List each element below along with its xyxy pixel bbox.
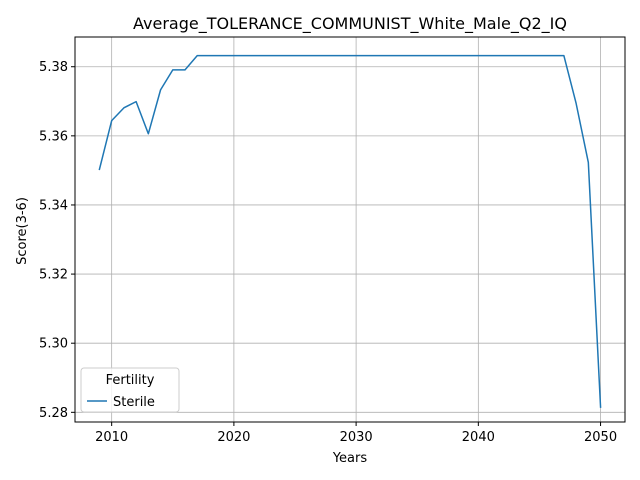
legend-label-sterile: Sterile: [113, 395, 155, 410]
x-tick-label: 2030: [340, 430, 373, 445]
y-tick-label: 5.30: [39, 337, 68, 352]
y-tick-label: 5.34: [39, 198, 68, 213]
y-tick-label: 5.32: [39, 268, 68, 283]
legend-title: Fertility: [106, 373, 155, 388]
plot-frame: [74, 36, 626, 423]
y-tick-label: 5.38: [39, 60, 68, 75]
x-tick-label: 2020: [217, 430, 250, 445]
x-axis-title: Years: [332, 451, 368, 466]
series-layer: [98, 54, 602, 408]
legend: Fertility Sterile: [80, 367, 180, 413]
y-axis-ticks: 5.28 5.30 5.32 5.34 5.36 5.38: [39, 60, 75, 421]
y-axis-title: Score(3-6): [15, 197, 30, 265]
x-tick-label: 2010: [95, 430, 128, 445]
x-tick-label: 2050: [584, 430, 617, 445]
chart-title: Average_TOLERANCE_COMMUNIST_White_Male_Q…: [133, 14, 567, 34]
x-axis-ticks: 2010 2020 2030 2040 2050: [95, 422, 617, 445]
y-tick-label: 5.36: [39, 129, 68, 144]
y-tick-label: 5.28: [39, 406, 68, 421]
series-line-sterile: [98, 54, 602, 408]
grid: [75, 37, 625, 422]
x-tick-label: 2040: [462, 430, 495, 445]
